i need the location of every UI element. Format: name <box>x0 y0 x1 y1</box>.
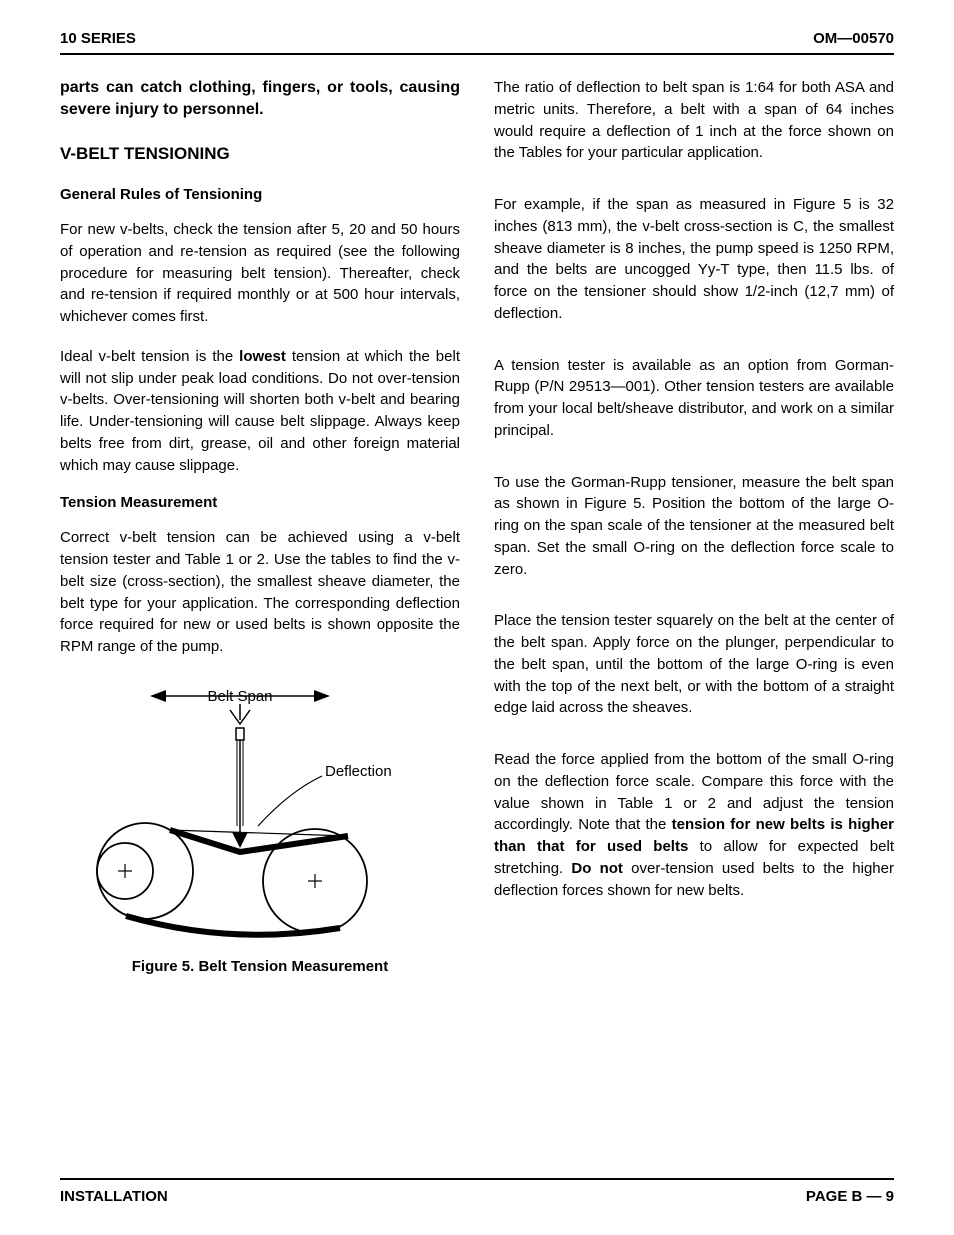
page: 10 SERIES OM—00570 parts can catch cloth… <box>0 0 954 1235</box>
para-correct-tension: Correct v-belt tension can be achieved u… <box>60 527 460 658</box>
label-belt-span: Belt Span <box>207 688 272 705</box>
bold-lowest: lowest <box>239 348 286 365</box>
header-rule <box>60 53 894 55</box>
text-fragment: Ideal v-belt tension is the <box>60 348 239 365</box>
header-right: OM—00570 <box>813 30 894 47</box>
page-header: 10 SERIES OM—00570 <box>60 30 894 53</box>
para-ratio: The ratio of deflection to belt span is … <box>494 77 894 164</box>
para-use-tensioner: To use the Gorman-Rupp tensioner, measur… <box>494 472 894 581</box>
intro-warning: parts can catch clothing, fingers, or to… <box>60 77 460 120</box>
sub-heading-tension-measurement: Tension Measurement <box>60 494 460 511</box>
footer-left: INSTALLATION <box>60 1188 168 1205</box>
para-ideal-tension: Ideal v-belt tension is the lowest tensi… <box>60 346 460 477</box>
para-read-force: Read the force applied from the bottom o… <box>494 749 894 901</box>
figure-5: Belt Span Deflection <box>60 676 460 975</box>
section-heading-vbelt: V-BELT TENSIONING <box>60 144 460 164</box>
para-new-belts: For new v-belts, check the tension after… <box>60 219 460 328</box>
right-column: The ratio of deflection to belt span is … <box>494 77 894 1066</box>
sub-heading-general-rules: General Rules of Tensioning <box>60 186 460 203</box>
spacer <box>60 1066 894 1158</box>
page-footer: INSTALLATION PAGE B — 9 <box>60 1188 894 1205</box>
para-tester-option: A tension tester is available as an opti… <box>494 355 894 442</box>
header-left: 10 SERIES <box>60 30 136 47</box>
text-fragment: tension at which the belt will not slip … <box>60 348 460 474</box>
content-columns: parts can catch clothing, fingers, or to… <box>60 77 894 1066</box>
bold-do-not: Do not <box>571 860 623 877</box>
footer-rule <box>60 1178 894 1180</box>
belt-tension-diagram: Belt Span Deflection <box>90 676 430 946</box>
para-example: For example, if the span as measured in … <box>494 194 894 325</box>
left-column: parts can catch clothing, fingers, or to… <box>60 77 460 1066</box>
label-deflection: Deflection <box>325 763 392 780</box>
figure-caption: Figure 5. Belt Tension Measurement <box>60 958 460 975</box>
footer-right: PAGE B — 9 <box>806 1188 894 1205</box>
para-place-tester: Place the tension tester squarely on the… <box>494 610 894 719</box>
